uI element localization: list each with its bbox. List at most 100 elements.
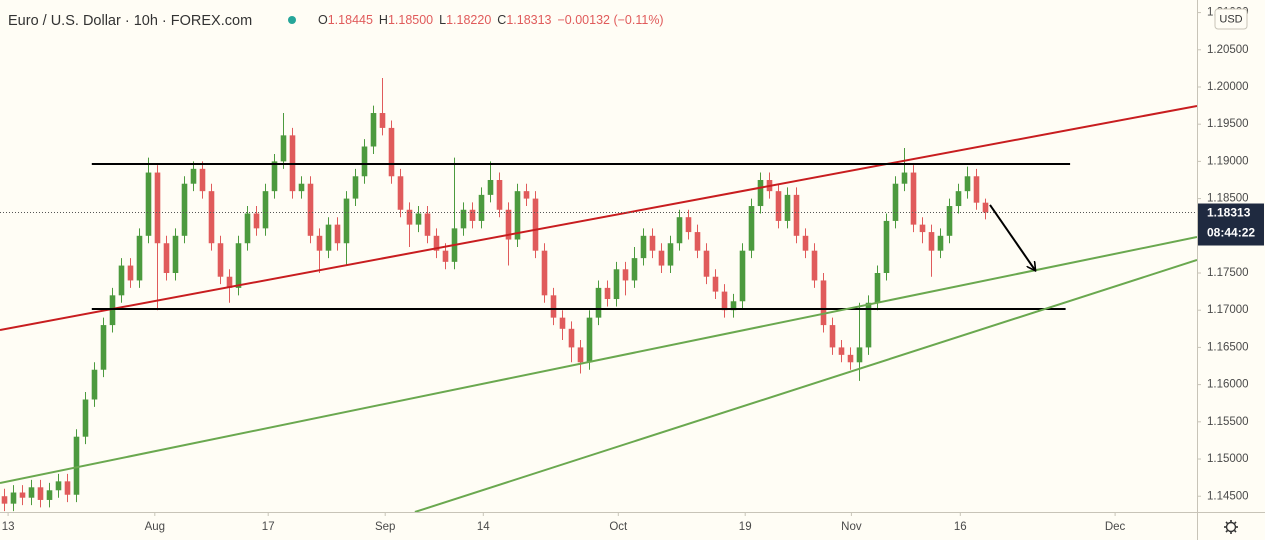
- candle-body: [379, 113, 386, 128]
- candle-body: [298, 183, 305, 192]
- candle-body: [208, 191, 215, 244]
- y-tick-label: 1.17500: [1207, 267, 1249, 279]
- candle-body: [109, 295, 116, 326]
- candle-body: [730, 301, 737, 311]
- candle-body: [802, 235, 809, 251]
- ohlc-legend: O1.18445 H1.18500 L1.18220 C1.18313 −0.00132…: [318, 13, 664, 27]
- candle-body: [964, 176, 971, 192]
- candle-body: [217, 243, 224, 277]
- trend-line: [414, 259, 1197, 512]
- candle-body: [640, 235, 647, 259]
- candle-body: [811, 250, 818, 281]
- candle-body: [658, 250, 665, 266]
- ohlc-value: 1.18445: [328, 13, 373, 27]
- x-tick-label: Dec: [1105, 521, 1126, 533]
- x-tick-label: 19: [739, 521, 752, 533]
- y-tick-label: 1.15000: [1207, 453, 1249, 465]
- candle-body: [163, 243, 170, 274]
- ohlc-key: C: [497, 13, 506, 27]
- ohlc-key: H: [379, 13, 388, 27]
- candle-body: [118, 265, 125, 296]
- x-tick-label: 16: [954, 521, 967, 533]
- candle-body: [847, 354, 854, 363]
- candle-body: [226, 276, 233, 288]
- candle-body: [415, 213, 422, 225]
- candle-body: [397, 176, 404, 210]
- candle-body: [586, 317, 593, 363]
- candle-body: [352, 176, 359, 199]
- x-tick-label: Nov: [841, 521, 862, 533]
- candle-body: [901, 172, 908, 184]
- candle-body: [244, 213, 251, 244]
- candle-body: [334, 224, 341, 244]
- candle-body: [559, 317, 566, 329]
- candle-body: [982, 202, 989, 213]
- x-tick-label: 13: [2, 521, 15, 533]
- candle-body: [442, 250, 449, 262]
- header: Euro / U.S. Dollar · 10h · FOREX.com O1.…: [8, 13, 664, 29]
- trend-line: [0, 104, 1197, 331]
- candle-body: [361, 146, 368, 177]
- last-price-tag: [1198, 203, 1264, 246]
- candle-body: [1, 496, 8, 504]
- candle-body: [721, 291, 728, 311]
- candle-body: [748, 206, 755, 251]
- candle-body: [910, 172, 917, 225]
- candle-body: [55, 481, 62, 491]
- y-tick-label: 1.18500: [1207, 193, 1249, 205]
- candle-body: [478, 194, 485, 221]
- candle-body: [694, 232, 701, 251]
- candle-body: [631, 258, 638, 281]
- candle-body: [487, 179, 494, 195]
- x-tick-label: Oct: [609, 521, 628, 533]
- currency-button[interactable]: [1214, 8, 1248, 30]
- candle-body: [388, 127, 395, 177]
- candle-body: [496, 179, 503, 210]
- candle-body: [154, 172, 161, 244]
- y-tick-label: 1.15500: [1207, 416, 1249, 428]
- candle-body: [883, 220, 890, 274]
- candle-body: [10, 492, 17, 504]
- candle-body: [739, 250, 746, 302]
- candle-body: [262, 191, 269, 229]
- y-tick-label: 1.20500: [1207, 44, 1249, 56]
- candle-body: [946, 206, 953, 236]
- ohlc-key: O: [318, 13, 328, 27]
- candle-body: [271, 161, 278, 192]
- y-tick-label: 1.16500: [1207, 341, 1249, 353]
- settings-icon[interactable]: [1224, 520, 1238, 534]
- candle-body: [541, 250, 548, 296]
- y-tick-label: 1.19500: [1207, 118, 1249, 130]
- candle-body: [172, 235, 179, 274]
- arrow: [989, 204, 1035, 270]
- candle-body: [622, 269, 629, 281]
- candle-body: [874, 273, 881, 303]
- candle-body: [973, 176, 980, 203]
- candle-body: [757, 179, 764, 207]
- candle-body: [793, 194, 800, 236]
- x-tick-label: 17: [262, 521, 275, 533]
- candle-body: [406, 209, 413, 225]
- candle-body: [505, 209, 512, 240]
- candle-body: [838, 347, 845, 355]
- candle-body: [712, 276, 719, 292]
- candle-body: [424, 213, 431, 236]
- currency-label[interactable]: USD: [1219, 13, 1242, 25]
- candle-body: [100, 325, 107, 370]
- candle-body: [676, 217, 683, 244]
- candle-body: [937, 235, 944, 251]
- candle-body: [73, 436, 80, 495]
- candle-body: [532, 198, 539, 251]
- candle-body: [127, 265, 134, 281]
- candle-body: [145, 172, 152, 236]
- candle-body: [280, 135, 287, 162]
- candle-body: [190, 168, 197, 184]
- candle-body: [892, 183, 899, 221]
- candle-body: [667, 243, 674, 266]
- candle-body: [865, 302, 872, 348]
- y-tick-label: 1.20000: [1207, 81, 1249, 93]
- ohlc-change: −0.00132 (−0.11%): [558, 13, 664, 27]
- candle-body: [37, 487, 44, 500]
- candle-body: [856, 347, 863, 363]
- candle-body: [46, 490, 53, 500]
